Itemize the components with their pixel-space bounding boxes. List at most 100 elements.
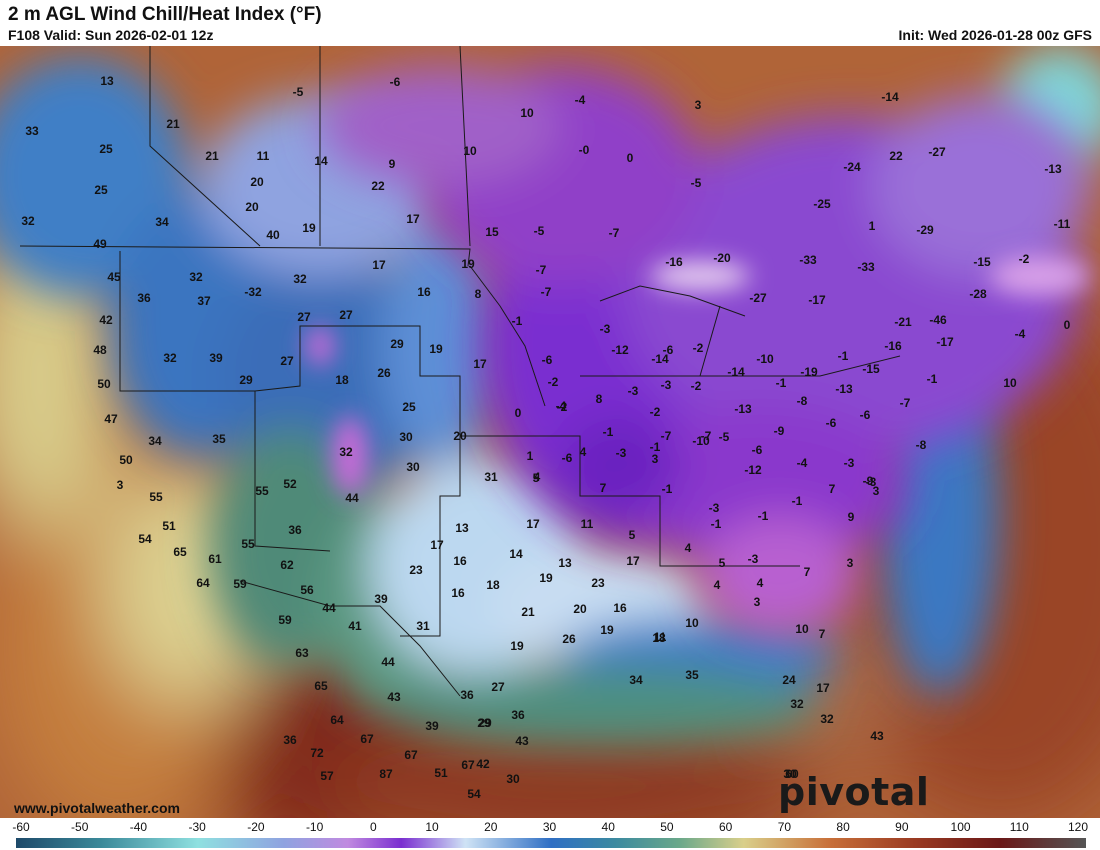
brand-watermark: pivotal weather	[778, 770, 957, 818]
temperature-label: 26	[377, 366, 391, 380]
colorbar-tick-label: 50	[660, 820, 674, 834]
map-background	[0, 46, 1100, 818]
temperature-label: 22	[371, 179, 385, 193]
temperature-label: 3	[651, 452, 659, 466]
temperature-label: 42	[99, 313, 113, 327]
temperature-label: 19	[429, 342, 443, 356]
website-url[interactable]: www.pivotalweather.com	[14, 800, 180, 816]
temperature-label: 17	[526, 517, 540, 531]
temperature-label: -14	[881, 90, 899, 104]
temperature-label: 52	[283, 477, 297, 491]
temperature-label: 41	[348, 619, 362, 633]
temperature-label: 24	[782, 673, 796, 687]
temperature-label: 31	[484, 470, 498, 484]
temperature-label: -28	[969, 287, 987, 301]
temperature-label: -1	[837, 349, 849, 363]
temperature-label: 7	[818, 627, 826, 641]
temperature-label: 25	[99, 142, 113, 156]
temperature-label: -2	[649, 405, 661, 419]
temperature-label: 54	[467, 787, 481, 801]
temperature-label: -1	[757, 509, 769, 523]
temperature-label: 4	[533, 470, 541, 484]
temperature-label: -7	[608, 226, 620, 240]
temperature-label: 17	[372, 258, 386, 272]
temperature-label: -29	[916, 223, 934, 237]
temperature-label: 35	[685, 668, 699, 682]
temperature-label: 47	[104, 412, 118, 426]
temperature-label: -0	[578, 143, 590, 157]
temperature-label: 64	[330, 713, 344, 727]
temperature-label: 64	[196, 576, 210, 590]
temperature-label: 20	[250, 175, 264, 189]
temperature-label: -13	[835, 382, 853, 396]
colorbar-tick-label: -10	[305, 820, 324, 834]
temperature-label: -7	[700, 429, 712, 443]
colorbar-ramp	[16, 838, 1086, 848]
temperature-label: -3	[708, 501, 720, 515]
temperature-label: -24	[843, 160, 861, 174]
temperature-label: -7	[899, 396, 911, 410]
temperature-label: 36	[283, 733, 297, 747]
temperature-label: 29	[390, 337, 404, 351]
temperature-label: -11	[1053, 217, 1071, 231]
temperature-label: -3	[615, 446, 627, 460]
temperature-label: 17	[473, 357, 487, 371]
temperature-label: -14	[727, 365, 745, 379]
temperature-label: 4	[684, 541, 692, 555]
temperature-label: 57	[320, 769, 334, 783]
temperature-label: -6	[751, 443, 763, 457]
colorbar-tick-label: 70	[777, 820, 792, 834]
temperature-label: 5	[532, 471, 540, 485]
temperature-label: 34	[155, 215, 169, 229]
temperature-label: 37	[197, 294, 211, 308]
temperature-label: -6	[561, 451, 573, 465]
temperature-label: 19	[461, 257, 475, 271]
temperature-label: 29	[239, 373, 253, 387]
temperature-label: -7	[660, 429, 672, 443]
temperature-label: 11	[653, 630, 667, 644]
temperature-label: 30	[506, 772, 520, 786]
temperature-label: 39	[425, 719, 439, 733]
temperature-label: 7	[803, 565, 811, 579]
temperature-label: 4	[756, 576, 764, 590]
temperature-label: 16	[451, 586, 465, 600]
temperature-label: -6	[541, 353, 553, 367]
temperature-label: -27	[749, 291, 767, 305]
temperature-label: 40	[266, 228, 280, 242]
temperature-label: 59	[233, 577, 247, 591]
temperature-label: 20	[453, 429, 467, 443]
temperature-label: -6	[825, 416, 837, 430]
temperature-label: 3	[116, 478, 124, 492]
colorbar-tick-label: -60	[12, 820, 30, 834]
weather-map[interactable]: 13 -5 -6 10 -4 3 -14 33 21 21 11 14 9 10 -0 0 22 -27 25 20 2…	[0, 46, 1100, 818]
temperature-label: 5	[628, 528, 636, 542]
temperature-label: -3	[660, 378, 672, 392]
temperature-label: 44	[381, 655, 395, 669]
temperature-label: 65	[314, 679, 328, 693]
temperature-label: 31	[416, 619, 430, 633]
temperature-label: 27	[297, 310, 311, 324]
temperature-label: 10	[1003, 376, 1017, 390]
temperature-label: -9	[773, 424, 785, 438]
temperature-label: 20	[245, 200, 259, 214]
temperature-label: 39	[374, 592, 388, 606]
temperature-label: -2	[1018, 252, 1030, 266]
temperature-label: 35	[212, 432, 226, 446]
temperature-label: 21	[521, 605, 535, 619]
temperature-label: -1	[649, 440, 661, 454]
temperature-label: -2	[556, 400, 568, 414]
temperature-label: 56	[300, 583, 314, 597]
colorbar-tick-label: -30	[188, 820, 206, 834]
temperature-label: -12	[611, 343, 629, 357]
temperature-label: 59	[278, 613, 292, 627]
temperature-label: 15	[485, 225, 499, 239]
temperature-label: 13	[100, 74, 114, 88]
temperature-label: 30	[399, 430, 413, 444]
temperature-label: 36	[288, 523, 302, 537]
temperature-label: -3	[627, 384, 639, 398]
temperature-label: -2	[547, 375, 559, 389]
temperature-label: 0	[514, 406, 522, 420]
temperature-label: -32	[244, 285, 262, 299]
colorbar-tick-label: -20	[247, 820, 265, 834]
temperature-label: 29	[478, 716, 492, 730]
